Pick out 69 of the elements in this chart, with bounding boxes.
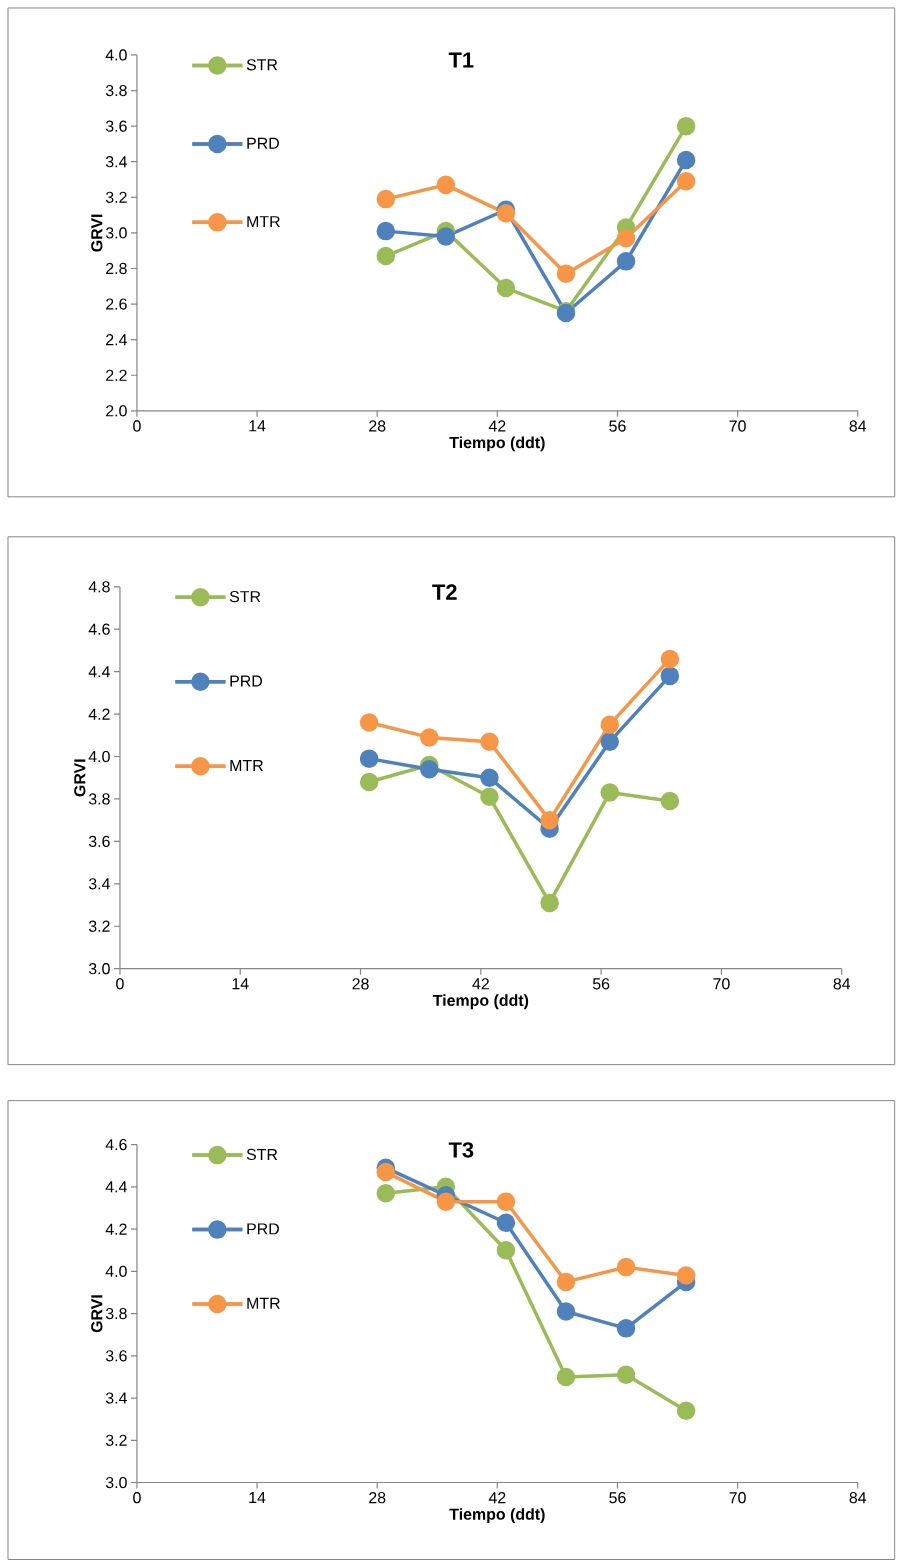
y-tick-label: 4.8 [88,581,110,593]
y-tick-label: 4.0 [105,1265,127,1277]
legend-label: STR [246,59,278,71]
legend-label: PRD [247,1223,280,1235]
y-tick-label: 4.0 [88,750,110,763]
x-tick-label: 0 [133,420,141,432]
x-axis-title: Tiempo (ddt) [449,1508,545,1524]
x-tick-label: 56 [609,420,626,432]
chart-title: T3 [448,1142,474,1158]
x-tick-label: 0 [116,978,124,990]
x-tick-label: 28 [352,978,369,990]
x-tick-label: 0 [133,1492,141,1504]
x-tick-label: 42 [488,420,506,432]
y-tick-label: 2.6 [106,298,127,310]
y-axis-title: GRVI [91,1295,103,1333]
y-tick-label: 3.2 [106,191,127,203]
legend-label: MTR [230,759,264,771]
y-tick-label: 2.4 [106,334,128,346]
y-tick-label: 3.4 [106,156,128,168]
y-tick-label: 4.4 [88,666,111,678]
y-tick-label: 4.2 [105,1223,127,1235]
y-tick-label: 3.0 [106,227,127,239]
y-tick-label: 4.6 [105,1138,127,1151]
x-tick-label: 70 [729,420,746,432]
legend-label: MTR [247,216,280,228]
x-tick-label: 14 [249,420,266,432]
y-tick-label: 3.8 [106,84,127,97]
x-tick-label: 84 [849,1492,867,1504]
x-tick-label: 14 [249,1492,266,1503]
y-tick-label: 4.4 [105,1181,128,1193]
y-tick-label: 4.2 [88,708,110,720]
y-tick-label: 3.4 [89,878,111,890]
y-tick-label: 3.0 [89,963,110,975]
x-axis-title: Tiempo (ddt) [449,436,545,452]
x-tick-label: 28 [369,1492,386,1504]
y-tick-label: 3.4 [106,1392,128,1404]
y-tick-label: 3.8 [106,1307,127,1320]
legend-label: MTR [247,1297,280,1309]
x-tick-label: 70 [713,978,730,990]
legend-label: STR [230,590,261,603]
x-tick-label: 28 [369,420,386,432]
y-tick-label: 3.0 [106,1476,127,1489]
y-tick-label: 3.8 [89,793,110,805]
x-tick-label: 14 [232,978,249,990]
x-tick-label: 84 [833,978,851,990]
y-tick-label: 3.6 [106,1350,127,1362]
chart-title: T2 [432,584,457,600]
y-axis-title: GRVI [91,214,103,252]
y-tick-label: 4.0 [105,49,127,61]
y-tick-label: 4.6 [88,623,110,635]
x-tick-label: 42 [488,1492,506,1504]
legend-label: PRD [230,675,263,687]
x-tick-label: 70 [729,1492,746,1504]
y-tick-label: 3.2 [89,920,110,932]
y-tick-label: 2.0 [106,405,127,417]
y-tick-label: 3.6 [106,120,127,132]
y-tick-label: 2.8 [106,262,127,275]
x-axis-title: Tiempo (ddt) [433,994,529,1010]
chart-title: T1 [448,52,474,68]
legend-label: PRD [247,137,280,149]
y-tick-label: 3.2 [106,1434,127,1446]
x-tick-label: 42 [472,978,490,990]
y-axis-title: GRVI [74,759,86,797]
y-tick-label: 3.6 [89,835,110,848]
x-tick-label: 56 [593,978,610,990]
x-tick-label: 84 [849,420,867,432]
y-tick-label: 2.2 [106,369,127,381]
x-tick-label: 56 [609,1492,626,1504]
legend-label: STR [246,1148,278,1161]
